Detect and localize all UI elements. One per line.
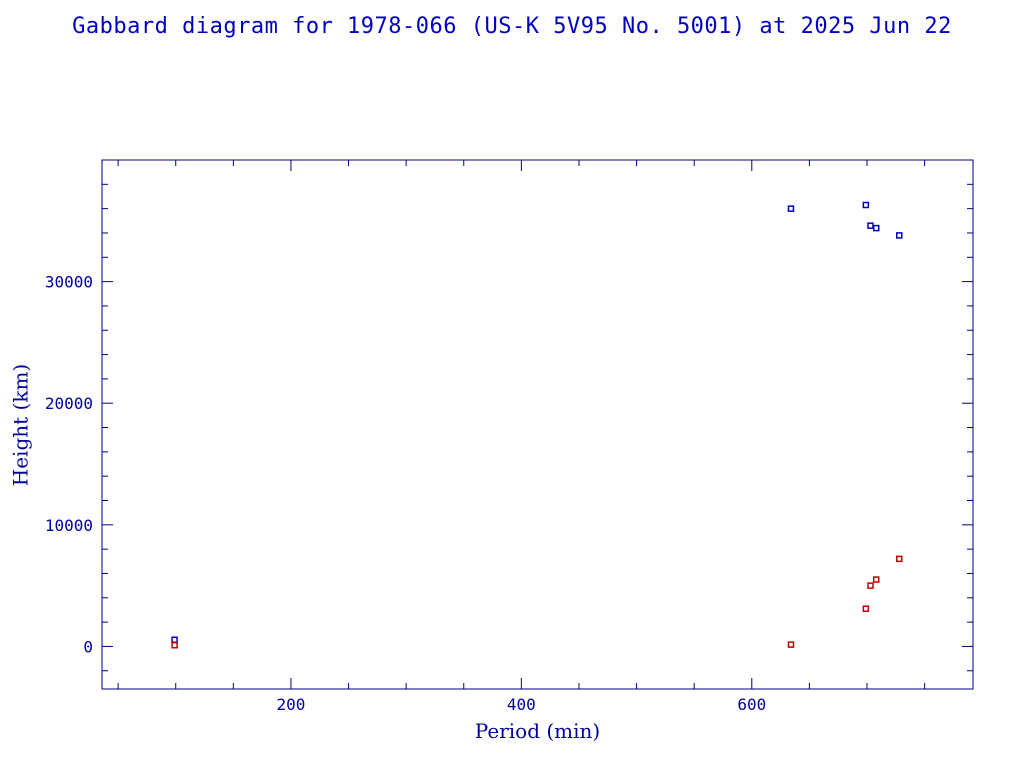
apogee-point — [171, 636, 178, 643]
y-tick-label: 30000 — [45, 273, 93, 292]
apogee-point — [872, 224, 880, 232]
apogee-point — [862, 201, 870, 209]
perigee-point — [787, 641, 795, 648]
perigee-point — [862, 605, 870, 612]
x-tick-label: 600 — [737, 695, 766, 714]
y-tick-label: 10000 — [45, 516, 93, 535]
apogee-point — [867, 222, 874, 229]
perigee-point — [896, 555, 903, 563]
data-points — [171, 201, 903, 649]
plot-frame — [101, 159, 974, 690]
axis-ticks — [102, 159, 973, 689]
tick-labels: 200 400 600 0 10000 20000 30000 — [45, 273, 766, 714]
x-tick-label: 400 — [507, 695, 536, 714]
perigee-point — [872, 576, 880, 583]
x-axis-label: Period (min) — [475, 719, 600, 743]
y-tick-label: 0 — [83, 637, 93, 656]
apogee-point — [896, 232, 903, 239]
apogee-point — [787, 205, 795, 212]
y-axis-label: Height (km) — [9, 364, 33, 486]
perigee-point — [171, 641, 178, 649]
chart-title: Gabbard diagram for 1978-066 (US-K 5V95 … — [72, 14, 952, 39]
perigee-point — [867, 582, 874, 589]
x-tick-label: 200 — [276, 695, 305, 714]
y-tick-label: 20000 — [45, 394, 93, 413]
